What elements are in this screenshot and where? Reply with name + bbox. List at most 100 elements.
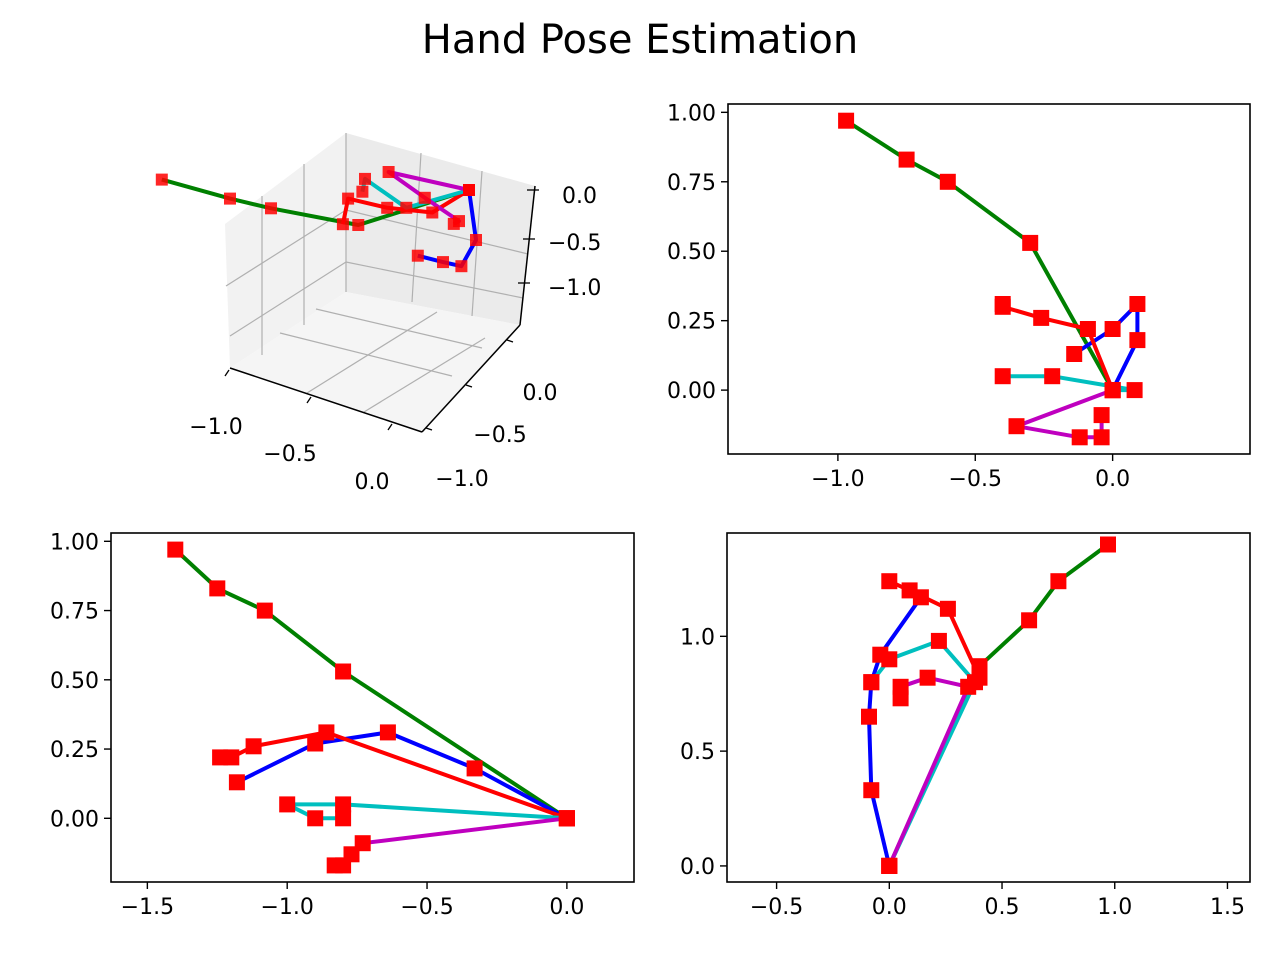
joint-marker — [1129, 332, 1146, 349]
z-axis-line — [519, 185, 536, 326]
joint-marker-3d — [426, 206, 439, 219]
joint-marker — [1104, 321, 1121, 337]
joint-marker — [1126, 382, 1143, 399]
joint-marker — [256, 602, 273, 619]
joint-marker — [1021, 612, 1038, 629]
subplot-3d[interactable]: −1.0 −0.5 0.0 0.0 −0.5 −1.0 0.0 −0.5 −1.0 — [155, 133, 602, 495]
y-tick-label: 0.75 — [667, 171, 716, 196]
figure-title: Hand Pose Estimation — [422, 17, 858, 63]
joint-marker — [326, 857, 343, 874]
x-tick-label: −1.5 — [121, 895, 174, 920]
subplot-top-right[interactable]: −1.0 −0.5 0.0 0.00 0.25 0.50 0.75 1.00 — [667, 101, 1251, 492]
series-line-1 — [867, 596, 923, 867]
x-tick-label: 0.0 — [872, 895, 907, 920]
joint-marker — [279, 796, 296, 813]
joint-marker-3d — [265, 202, 277, 215]
z-tick-label-3d: −1.0 — [548, 276, 601, 301]
x-tick-label: 0.5 — [985, 895, 1020, 920]
series-line-3 — [1002, 374, 1137, 393]
x-tick-3d — [224, 369, 230, 377]
x-tick-label: −0.5 — [750, 895, 803, 920]
joint-marker-3d — [342, 192, 355, 205]
joint-marker — [881, 573, 898, 590]
subplot-bottom-right[interactable]: −0.5 0.0 0.5 1.0 1.5 0.0 0.5 1.0 — [680, 532, 1251, 920]
joint-marker — [1104, 382, 1121, 399]
joint-marker — [892, 690, 909, 707]
joint-marker — [1050, 573, 1067, 590]
joint-marker — [228, 774, 245, 791]
ticks-3d: −1.0 −0.5 0.0 0.0 −0.5 −1.0 0.0 −0.5 −1.0 — [189, 184, 601, 495]
y-tick-label: 0.50 — [50, 669, 99, 694]
joint-marker — [863, 674, 880, 691]
joint-marker — [898, 151, 915, 168]
joint-marker — [1093, 429, 1110, 446]
joint-marker-3d — [447, 217, 460, 230]
joint-marker-3d — [336, 218, 349, 231]
joint-marker — [939, 173, 956, 190]
joint-marker-3d — [381, 201, 394, 214]
joint-marker — [919, 669, 936, 686]
joint-marker — [212, 749, 229, 766]
series-line-3d-3 — [360, 176, 470, 210]
grid-3d — [225, 133, 529, 413]
y-tick-label: 0.00 — [667, 379, 716, 404]
joint-marker — [901, 582, 918, 599]
joint-marker — [1008, 418, 1025, 435]
y-tick-3d — [506, 339, 514, 343]
joint-marker — [318, 724, 335, 741]
joint-marker-3d — [356, 185, 369, 198]
joint-marker — [863, 782, 880, 799]
x-tick-label: 1.5 — [1210, 895, 1245, 920]
y-tick-3d — [465, 384, 473, 388]
axes-frame — [110, 532, 635, 883]
y-tick-label: 0.50 — [667, 240, 716, 265]
joint-marker — [466, 760, 483, 777]
x-tick-label-3d: −0.5 — [263, 442, 316, 467]
y-axis-line — [421, 324, 521, 433]
joint-marker — [167, 541, 184, 558]
y-tick-label: 0.25 — [667, 310, 716, 335]
joint-marker — [1093, 407, 1110, 424]
x-tick-label: 1.0 — [1097, 895, 1132, 920]
joint-marker-3d — [155, 173, 168, 186]
axes-3d-lines — [229, 185, 536, 433]
x-tick-label: −1.0 — [260, 895, 313, 920]
y-tick-label: 0.00 — [50, 807, 99, 832]
joint-marker — [379, 724, 396, 741]
joint-marker — [1033, 309, 1050, 326]
joint-marker-3d — [359, 172, 371, 185]
joint-marker — [994, 368, 1011, 385]
joint-marker — [838, 112, 855, 129]
pane-back — [346, 133, 535, 325]
y-tick-label: 0.75 — [50, 600, 99, 625]
pane-floor — [230, 292, 520, 432]
axes-frame — [727, 103, 1251, 455]
grid-line — [345, 261, 524, 299]
joint-marker — [1071, 429, 1088, 446]
x-tick-label: −0.5 — [949, 467, 1002, 492]
joint-marker — [335, 663, 352, 680]
joint-marker — [307, 810, 324, 827]
y-tick-label: 0.25 — [50, 738, 99, 763]
pane-left — [225, 133, 346, 368]
grid-line — [306, 311, 438, 394]
x-tick-label: 0.0 — [549, 895, 584, 920]
x-tick-label: −0.5 — [400, 895, 453, 920]
joint-marker-3d — [418, 191, 431, 204]
grid-line — [225, 209, 347, 287]
joint-marker — [1044, 368, 1061, 385]
subplot-bottom-left[interactable]: −1.5 −1.0 −0.5 0.0 0.00 0.25 0.50 0.75 1.00 — [50, 530, 635, 920]
x-tick-3d — [306, 396, 312, 404]
y-tick-label: 0.5 — [680, 740, 715, 765]
joint-marker — [881, 857, 898, 874]
x-tick-3d — [387, 423, 393, 431]
joint-marker-3d — [463, 184, 475, 196]
joint-marker — [1066, 346, 1083, 362]
y-tick-3d — [425, 427, 433, 431]
y-tick-label: 1.0 — [680, 625, 715, 650]
joint-marker — [994, 296, 1011, 312]
joint-marker — [1022, 234, 1039, 251]
joint-marker — [335, 810, 352, 827]
grid-line — [279, 332, 453, 377]
z-tick-label-3d: 0.0 — [562, 184, 597, 209]
